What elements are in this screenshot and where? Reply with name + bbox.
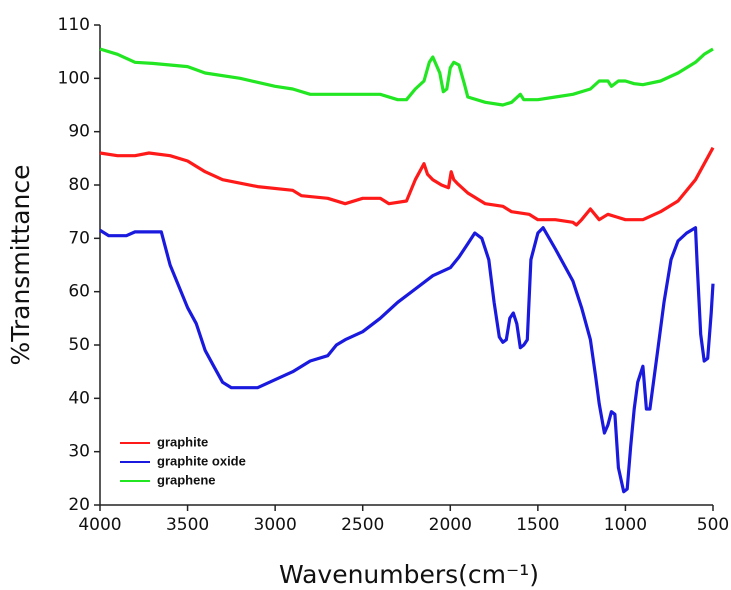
x-tick-label: 2000 xyxy=(429,515,472,535)
x-tick-label: 2500 xyxy=(341,515,384,535)
y-tick-label: 40 xyxy=(68,388,90,408)
line xyxy=(99,146,715,227)
y-tick-label: 70 xyxy=(68,228,90,248)
line xyxy=(99,226,715,494)
y-tick-label: 90 xyxy=(68,122,90,142)
y-tick-label: 100 xyxy=(58,68,90,88)
y-tick-label: 20 xyxy=(68,495,90,515)
legend-label: graphite xyxy=(157,434,208,449)
y-tick-label: 110 xyxy=(58,15,90,35)
line xyxy=(99,47,714,107)
y-tick-label: 30 xyxy=(68,442,90,462)
legend-label: graphite oxide xyxy=(157,453,246,468)
x-tick-label: 1000 xyxy=(604,515,647,535)
x-tick-label: 4000 xyxy=(78,515,121,535)
x-tick-label: 1500 xyxy=(516,515,559,535)
y-tick-label: 60 xyxy=(68,282,90,302)
y-axis-label: %Transmittance xyxy=(6,164,35,365)
x-tick-label: 500 xyxy=(697,515,729,535)
x-axis-label: Wavenumbers(cm⁻¹) xyxy=(279,560,539,589)
y-tick-label: 50 xyxy=(68,335,90,355)
x-tick-label: 3000 xyxy=(254,515,297,535)
x-tick-label: 3500 xyxy=(166,515,209,535)
legend-label: graphene xyxy=(157,472,216,487)
y-tick-label: 80 xyxy=(68,175,90,195)
